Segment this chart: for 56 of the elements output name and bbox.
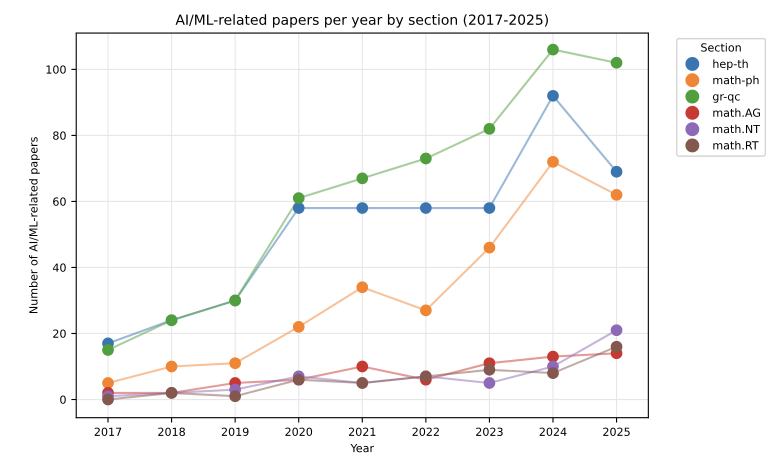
point (610, 56, 622, 69)
point (356, 202, 368, 214)
point (484, 202, 496, 214)
y-tick-label: 60 (53, 197, 66, 206)
y-tick-label: 20 (53, 329, 66, 338)
x-tick-label: 2017 (94, 428, 122, 436)
y-tick-label: 100 (46, 65, 66, 74)
point (610, 324, 622, 336)
point (610, 188, 622, 201)
y-tick-label: 0 (60, 395, 66, 404)
x-tick-label: 2019 (222, 428, 249, 436)
point (420, 202, 432, 214)
point (420, 152, 432, 164)
x-tick-label: 2025 (603, 428, 630, 436)
point (102, 377, 114, 389)
legend-label: math.AG (713, 108, 760, 117)
point (484, 377, 496, 389)
point (166, 360, 178, 372)
point (484, 364, 496, 376)
y-tick-label: 80 (53, 131, 66, 140)
y-tick-label: 40 (52, 263, 66, 272)
legend-label: gr-qc (712, 94, 740, 103)
point (420, 304, 432, 316)
point (356, 172, 368, 184)
point (102, 394, 114, 406)
x-tick-label: 2020 (285, 428, 312, 436)
legend-label: math-ph (713, 76, 759, 86)
legend-label: math.RT (713, 140, 759, 150)
x-tick-label: 2018 (158, 428, 185, 436)
legend-title: Section (701, 43, 741, 52)
point (484, 242, 496, 254)
point (547, 44, 559, 56)
point (547, 367, 559, 379)
point (292, 321, 305, 333)
point (484, 122, 496, 135)
point (229, 390, 241, 402)
legend-label: math.NT (713, 124, 760, 134)
point (610, 340, 622, 353)
point (547, 156, 559, 168)
legend-label: hep-th (713, 59, 748, 70)
point (102, 344, 114, 356)
y-axis-title: Number of AI/ML-related papers (28, 137, 40, 314)
point (356, 360, 368, 372)
x-tick-label: 2023 (476, 428, 503, 436)
point (292, 202, 305, 214)
point (292, 192, 305, 204)
point (547, 350, 559, 362)
x-tick-label: 2021 (348, 428, 376, 436)
point (610, 166, 622, 178)
x-tick-label: 2024 (540, 428, 567, 436)
point (356, 281, 368, 294)
chart-title: AI/ML-related papers per year by section (2017-2025) (176, 14, 548, 28)
x-axis-title: Year (350, 444, 374, 452)
point (229, 357, 241, 370)
point (547, 90, 559, 102)
x-tick-label: 2022 (412, 428, 439, 436)
